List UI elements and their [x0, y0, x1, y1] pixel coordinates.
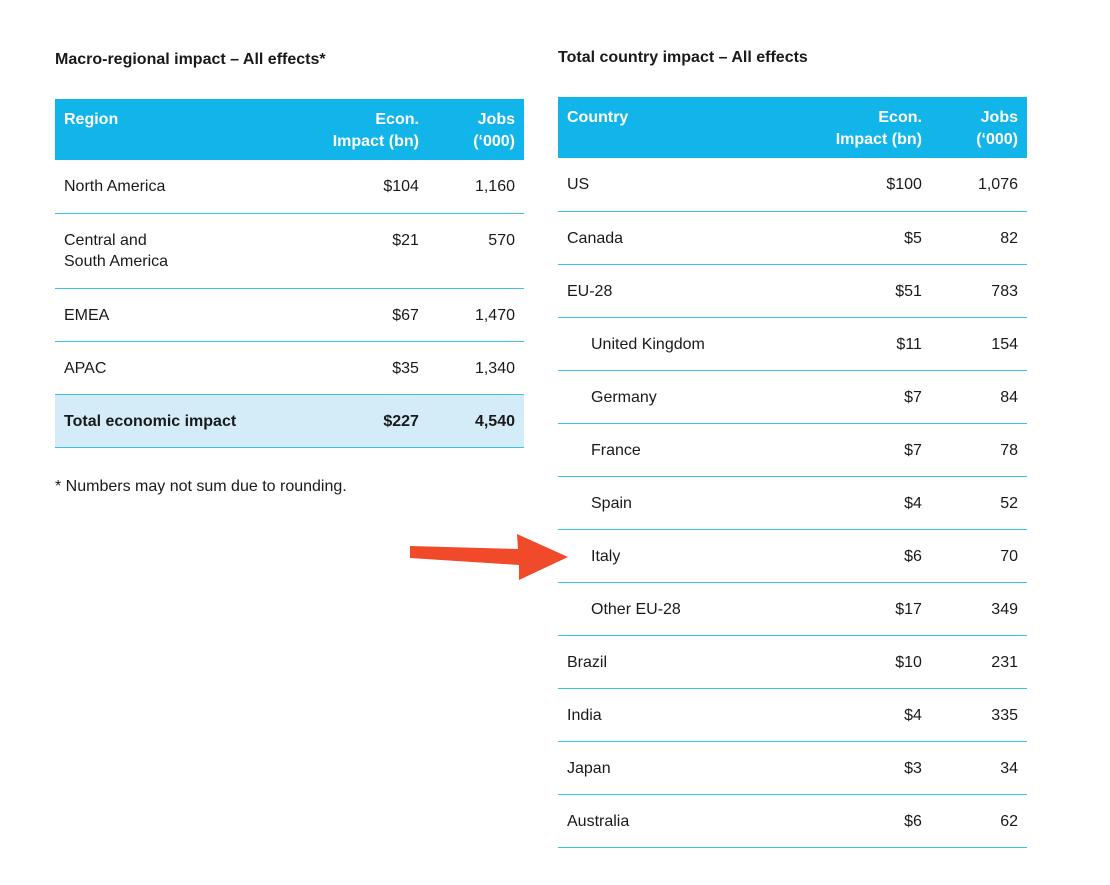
jobs-value: 1,076 [930, 158, 1027, 212]
econ-impact-value: $21 [312, 213, 428, 289]
region-name: North America [55, 160, 313, 214]
country-name: India [558, 688, 816, 742]
econ-impact-value: $5 [815, 211, 931, 265]
table-row: Other EU-28 $17 349 [558, 582, 1027, 636]
country-name: Other EU-28 [558, 582, 816, 636]
macro-regional-section: Macro-regional impact – All effects* Reg… [55, 48, 524, 496]
macro-regional-table: Region Econ. Impact (bn) Jobs (‘000) North… [55, 99, 524, 448]
region-name: Central and South America [55, 213, 313, 289]
country-name: EU-28 [558, 264, 816, 318]
jobs-value: 570 [427, 213, 524, 289]
arrow-shape [410, 534, 568, 580]
header-econ-impact: Econ. Impact (bn) [332, 111, 419, 150]
econ-impact-value: $4 [815, 688, 931, 742]
country-impact-title: Total country impact – All effects [558, 49, 808, 66]
jobs-value: 349 [930, 582, 1027, 636]
country-name: Italy [558, 529, 816, 583]
jobs-value: 84 [930, 370, 1027, 424]
country-name: Canada [558, 211, 816, 265]
header-jobs: Jobs (‘000) [473, 111, 515, 150]
total-label: Total economic impact [55, 394, 313, 448]
table-row: Italy $6 70 [558, 529, 1027, 583]
table-row: Brazil $10 231 [558, 635, 1027, 689]
econ-impact-value: $7 [815, 370, 931, 424]
table-row: EMEA $67 1,470 [55, 288, 524, 342]
econ-impact-value: $17 [815, 582, 931, 636]
header-region: Region [64, 111, 119, 128]
jobs-value: 62 [930, 794, 1027, 848]
jobs-value: 52 [930, 476, 1027, 530]
table-row: Canada $5 82 [558, 211, 1027, 265]
table-row: EU-28 $51 783 [558, 264, 1027, 318]
country-impact-section: Total country impact – All effects Count… [558, 46, 1027, 848]
econ-impact-value: $4 [815, 476, 931, 530]
jobs-value: 154 [930, 317, 1027, 371]
econ-impact-value: $6 [815, 529, 931, 583]
country-name: Germany [558, 370, 816, 424]
econ-impact-value: $7 [815, 423, 931, 477]
arrow-right-icon [410, 534, 568, 580]
country-name: US [558, 158, 816, 212]
jobs-value: 70 [930, 529, 1027, 583]
econ-impact-value: $67 [312, 288, 428, 342]
jobs-value: 34 [930, 741, 1027, 795]
table-row: North America $104 1,160 [55, 160, 524, 214]
country-name: France [558, 423, 816, 477]
table-row: Spain $4 52 [558, 476, 1027, 530]
table-row: Central and South America $21 570 [55, 213, 524, 289]
table-row: Australia $6 62 [558, 794, 1027, 848]
jobs-value: 1,340 [427, 341, 524, 395]
econ-impact-value: $100 [815, 158, 931, 212]
table-row: India $4 335 [558, 688, 1027, 742]
region-name: EMEA [55, 288, 313, 342]
econ-impact-value: $3 [815, 741, 931, 795]
table-row: Japan $3 34 [558, 741, 1027, 795]
header-jobs: Jobs (‘000) [976, 109, 1018, 148]
country-name: Australia [558, 794, 816, 848]
table-row: US $100 1,076 [558, 158, 1027, 212]
econ-impact-value: $11 [815, 317, 931, 371]
country-name: Japan [558, 741, 816, 795]
jobs-value: 783 [930, 264, 1027, 318]
table-row: United Kingdom $11 154 [558, 317, 1027, 371]
econ-impact-value: $10 [815, 635, 931, 689]
table-row: APAC $35 1,340 [55, 341, 524, 395]
macro-regional-title: Macro-regional impact – All effects* [55, 51, 326, 68]
country-name: Spain [558, 476, 816, 530]
country-name: Brazil [558, 635, 816, 689]
total-econ-impact: $227 [312, 394, 428, 448]
jobs-value: 1,470 [427, 288, 524, 342]
table-header-row: Country Econ. Impact (bn) Jobs (‘000) [558, 97, 1027, 158]
table-row: France $7 78 [558, 423, 1027, 477]
table-header-row: Region Econ. Impact (bn) Jobs (‘000) [55, 99, 524, 160]
table-row: Germany $7 84 [558, 370, 1027, 424]
jobs-value: 231 [930, 635, 1027, 689]
total-row: Total economic impact $227 4,540 [55, 394, 524, 448]
header-econ-impact: Econ. Impact (bn) [835, 109, 922, 148]
header-country: Country [567, 109, 629, 126]
jobs-value: 82 [930, 211, 1027, 265]
country-name: United Kingdom [558, 317, 816, 371]
econ-impact-value: $35 [312, 341, 428, 395]
total-jobs: 4,540 [427, 394, 524, 448]
jobs-value: 78 [930, 423, 1027, 477]
jobs-value: 1,160 [427, 160, 524, 214]
footnote: * Numbers may not sum due to rounding. [55, 477, 347, 495]
econ-impact-value: $6 [815, 794, 931, 848]
jobs-value: 335 [930, 688, 1027, 742]
region-name: APAC [55, 341, 313, 395]
country-impact-table: Country Econ. Impact (bn) Jobs (‘000) US $1… [558, 97, 1027, 848]
econ-impact-value: $51 [815, 264, 931, 318]
econ-impact-value: $104 [312, 160, 428, 214]
